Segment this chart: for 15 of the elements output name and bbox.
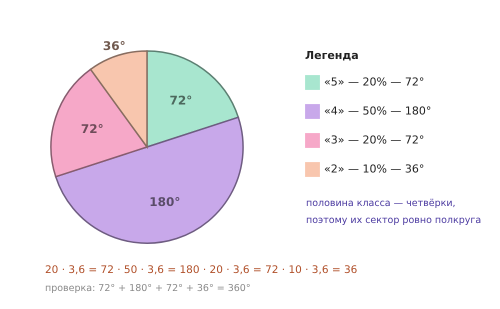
pie-slice bbox=[146, 50, 240, 148]
legend-label: «2» — 10% — 36° bbox=[324, 162, 424, 176]
text: 20 · 3,6 = 72 · 50 · 3,6 = 180 · 20 · 3,6 = 72 · 10 · 3,6 = 36 bbox=[45, 264, 358, 276]
pie-slice bbox=[50, 68, 148, 178]
data-label: 72° bbox=[80, 122, 104, 136]
legend-title: Легенда bbox=[305, 49, 359, 62]
legend-label: «3» — 20% — 72° bbox=[324, 134, 424, 146]
data-label: 72° bbox=[170, 93, 192, 108]
pie-slice bbox=[54, 116, 244, 244]
text: проверка: 72° + 180° + 72° + 36° = 360° bbox=[45, 283, 251, 294]
text: половина класса — четвёрки, поэтому их сектор ровно полкруга bbox=[306, 198, 482, 226]
legend-label: «4» — 50% — 180° bbox=[324, 104, 432, 118]
data-label: 180° bbox=[149, 194, 180, 209]
data-label: 36° bbox=[102, 39, 126, 54]
legend-label: «5» — 20% — 72° bbox=[324, 76, 424, 88]
